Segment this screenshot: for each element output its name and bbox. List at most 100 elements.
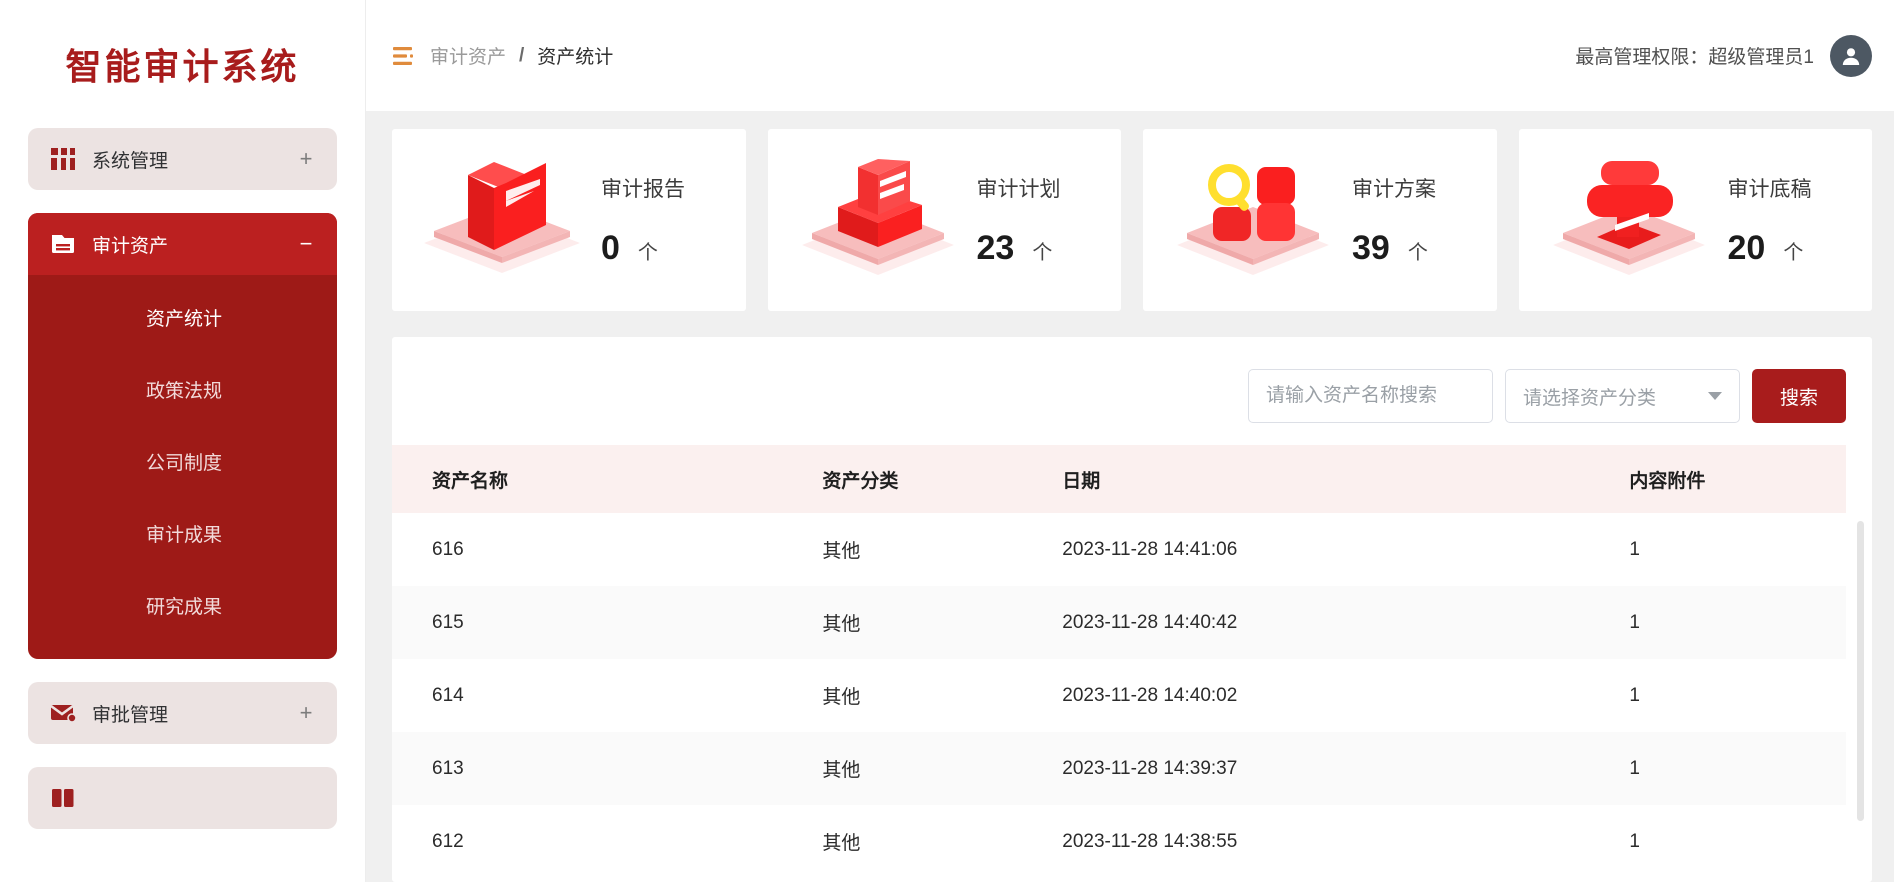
stat-card-info: 审计底稿 20 个 xyxy=(1722,173,1855,268)
sidebar-item-partial-header[interactable] xyxy=(28,767,337,829)
user-role-label: 最高管理权限：超级管理员1 xyxy=(1575,47,1814,68)
stat-card-value-row: 0 个 xyxy=(601,229,728,268)
stat-card-unit: 个 xyxy=(1407,241,1428,264)
table-vertical-scrollbar[interactable] xyxy=(1857,521,1864,821)
table-row[interactable]: 613 其他 2023-11-28 14:39:37 1 xyxy=(392,732,1846,805)
cell-name: 615 xyxy=(432,611,464,633)
stat-card-audit-report[interactable]: 审计报告 0 个 xyxy=(392,129,746,311)
filter-bar: 请选择资产分类 搜索 xyxy=(392,337,1872,445)
cell-attachments: 1 xyxy=(1629,538,1640,560)
sidebar-subitem-asset-statistics[interactable]: 资产统计 xyxy=(146,308,223,330)
sidebar-subitem-policy-regulations[interactable]: 政策法规 xyxy=(146,380,223,402)
expand-toggle-icon[interactable]: + xyxy=(299,700,313,725)
table-header-row: 资产名称 资产分类 日期 内容附件 xyxy=(392,445,1846,513)
iso-folder-icon xyxy=(410,145,595,295)
sidebar-item-approval-management[interactable]: 审批管理 + xyxy=(28,682,337,744)
cell-date: 2023-11-28 14:40:42 xyxy=(1062,611,1238,633)
category-select[interactable]: 请选择资产分类 xyxy=(1505,369,1740,423)
category-select-value: 请选择资产分类 xyxy=(1523,387,1657,409)
sidebar-subitem-research-results[interactable]: 研究成果 xyxy=(146,596,223,618)
stat-card-audit-scheme[interactable]: 审计方案 39 个 xyxy=(1143,129,1497,311)
sidebar-submenu-audit-assets: 资产统计 政策法规 公司制度 审计成果 研究成果 xyxy=(28,275,337,659)
stat-card-title: 审计计划 xyxy=(976,177,1061,201)
stat-card-audit-draft[interactable]: 审计底稿 20 个 xyxy=(1518,129,1872,311)
cell-name: 612 xyxy=(432,830,464,852)
book-icon xyxy=(50,785,76,811)
sidebar-item-audit-assets[interactable]: 审计资产 − 资产统计 政策法规 公司制度 审计成果 研究成果 xyxy=(28,213,337,659)
top-bar: 审计资产 / 资产统计 最高管理权限：超级管理员1 xyxy=(366,0,1894,111)
content-area: 审计报告 0 个 xyxy=(366,111,1894,882)
column-header-attachments[interactable]: 内容附件 xyxy=(1613,445,1846,513)
cell-date: 2023-11-28 14:39:37 xyxy=(1062,757,1238,779)
sidebar-subitem-company-system[interactable]: 公司制度 xyxy=(146,452,223,474)
sidebar-item-label: 审批管理 xyxy=(92,704,169,726)
search-button[interactable]: 搜索 xyxy=(1752,369,1846,423)
hamburger-icon[interactable] xyxy=(392,46,416,66)
breadcrumb-separator: / xyxy=(519,44,525,66)
table-row[interactable]: 615 其他 2023-11-28 14:40:42 1 xyxy=(392,586,1846,659)
collapse-toggle-icon[interactable]: − xyxy=(299,231,313,256)
cell-category: 其他 xyxy=(822,760,861,781)
iso-stamp-icon xyxy=(1537,145,1722,295)
expand-toggle-icon[interactable]: + xyxy=(299,146,313,171)
breadcrumb: 审计资产 / 资产统计 xyxy=(430,42,613,69)
avatar[interactable] xyxy=(1830,34,1872,77)
cell-category: 其他 xyxy=(822,687,861,708)
stat-card-value: 0 xyxy=(601,228,620,267)
assets-table-head: 资产名称 资产分类 日期 内容附件 xyxy=(392,445,1846,513)
cell-attachments: 1 xyxy=(1629,684,1640,706)
column-header-date[interactable]: 日期 xyxy=(1046,445,1614,513)
stat-card-info: 审计计划 23 个 xyxy=(971,173,1104,268)
brand-logo: 智能审计系统 xyxy=(0,0,365,128)
stat-cards: 审计报告 0 个 xyxy=(392,129,1872,311)
cell-attachments: 1 xyxy=(1629,611,1640,633)
iso-document-icon xyxy=(786,145,971,295)
stat-card-value: 20 xyxy=(1727,228,1766,267)
stat-card-title: 审计方案 xyxy=(1352,177,1436,201)
cell-date: 2023-11-28 14:41:06 xyxy=(1062,538,1238,560)
column-header-name[interactable]: 资产名称 xyxy=(392,445,807,513)
breadcrumb-current: 资产统计 xyxy=(537,47,614,68)
sidebar-item-system-management[interactable]: 系统管理 + xyxy=(28,128,337,190)
cell-category: 其他 xyxy=(822,614,861,635)
stat-card-value-row: 20 个 xyxy=(1728,229,1855,268)
sidebar-item-approval-management-header[interactable]: 审批管理 + xyxy=(28,682,337,744)
assets-panel: 请选择资产分类 搜索 资产名称 资产分类 日期 内容附件 xyxy=(392,337,1872,882)
cell-category: 其他 xyxy=(822,541,861,562)
stat-card-title: 审计报告 xyxy=(601,177,685,201)
sidebar-item-audit-assets-header[interactable]: 审计资产 − xyxy=(28,213,337,275)
table-row[interactable]: 616 其他 2023-11-28 14:41:06 1 xyxy=(392,513,1846,586)
chevron-down-icon xyxy=(1708,392,1722,400)
cell-date: 2023-11-28 14:38:55 xyxy=(1062,830,1238,852)
stat-card-unit: 个 xyxy=(637,241,658,264)
sidebar-subitem-audit-results[interactable]: 审计成果 xyxy=(146,524,223,546)
table-row[interactable]: 612 其他 2023-11-28 14:38:55 1 xyxy=(392,805,1846,878)
search-input[interactable] xyxy=(1248,369,1493,423)
main-area: 审计资产 / 资产统计 最高管理权限：超级管理员1 xyxy=(366,0,1894,882)
mail-arrow-icon xyxy=(50,700,77,726)
assets-table: 资产名称 资产分类 日期 内容附件 616 其他 2023-11-28 14:4… xyxy=(392,445,1846,878)
column-header-category[interactable]: 资产分类 xyxy=(806,445,1047,513)
cell-attachments: 1 xyxy=(1629,830,1640,852)
table-row[interactable]: 614 其他 2023-11-28 14:40:02 1 xyxy=(392,659,1846,732)
stat-card-info: 审计报告 0 个 xyxy=(595,173,728,268)
cell-category: 其他 xyxy=(822,833,861,854)
sidebar-item-partial[interactable] xyxy=(28,767,337,829)
stat-card-value: 23 xyxy=(976,228,1015,267)
cell-date: 2023-11-28 14:40:02 xyxy=(1062,684,1238,706)
stat-card-value-row: 23 个 xyxy=(977,229,1104,268)
sidebar: 智能审计系统 xyxy=(0,0,366,882)
cell-name: 614 xyxy=(432,684,464,706)
breadcrumb-parent[interactable]: 审计资产 xyxy=(430,47,507,68)
assets-table-body: 616 其他 2023-11-28 14:41:06 1 615 其他 2023… xyxy=(392,513,1846,878)
stat-card-info: 审计方案 39 个 xyxy=(1346,173,1479,268)
stat-card-unit: 个 xyxy=(1032,241,1053,264)
stat-card-audit-plan[interactable]: 审计计划 23 个 xyxy=(767,129,1121,311)
stat-card-title: 审计底稿 xyxy=(1727,177,1812,201)
sidebar-menu: 系统管理 + 审计资产 − xyxy=(0,128,365,829)
stat-card-value: 39 xyxy=(1352,228,1390,267)
stat-card-unit: 个 xyxy=(1783,241,1804,264)
sidebar-item-system-management-header[interactable]: 系统管理 + xyxy=(28,128,337,190)
category-select-box[interactable]: 请选择资产分类 xyxy=(1505,369,1740,423)
